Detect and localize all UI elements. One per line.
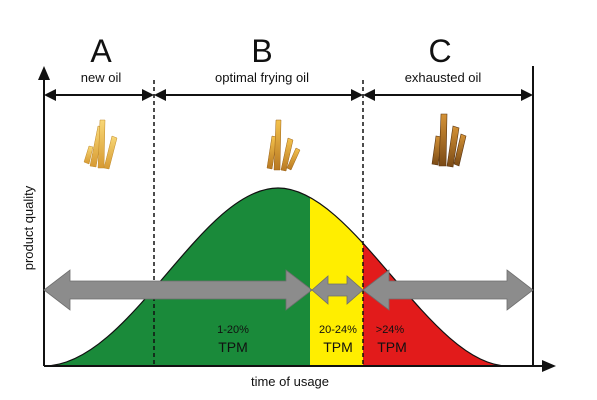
axes [38, 66, 556, 372]
zone-green-unit: TPM [218, 339, 248, 355]
fries-dark-icon [431, 113, 467, 168]
y-axis-label: product quality [21, 185, 36, 270]
x-axis-arrowhead [542, 360, 556, 372]
phase-a-letter: A [90, 33, 112, 69]
zone-red-unit: TPM [377, 339, 407, 355]
zone-yellow-range: 20-24% [319, 324, 357, 336]
phase-b-label: optimal frying oil [215, 70, 309, 85]
phase-a-label: new oil [81, 70, 122, 85]
zone-yellow-unit: TPM [323, 339, 353, 355]
phase-span-arrows [44, 89, 533, 101]
phase-c-label: exhausted oil [405, 70, 482, 85]
fries-light-icon [83, 119, 118, 170]
zone-green-range: 1-20% [217, 324, 249, 336]
quality-curve [44, 188, 508, 366]
phase-b-letter: B [251, 33, 272, 69]
phase-c-letter: C [428, 33, 451, 69]
quality-curve-outline [43, 187, 509, 367]
zone-green [44, 188, 310, 366]
x-axis-label: time of usage [251, 374, 329, 389]
fries-medium-icon [266, 119, 301, 172]
zone-range-arrows [43, 269, 534, 311]
arrow-red-zone [362, 269, 534, 311]
y-axis-arrowhead [38, 66, 50, 80]
zone-red-range: >24% [376, 324, 405, 336]
